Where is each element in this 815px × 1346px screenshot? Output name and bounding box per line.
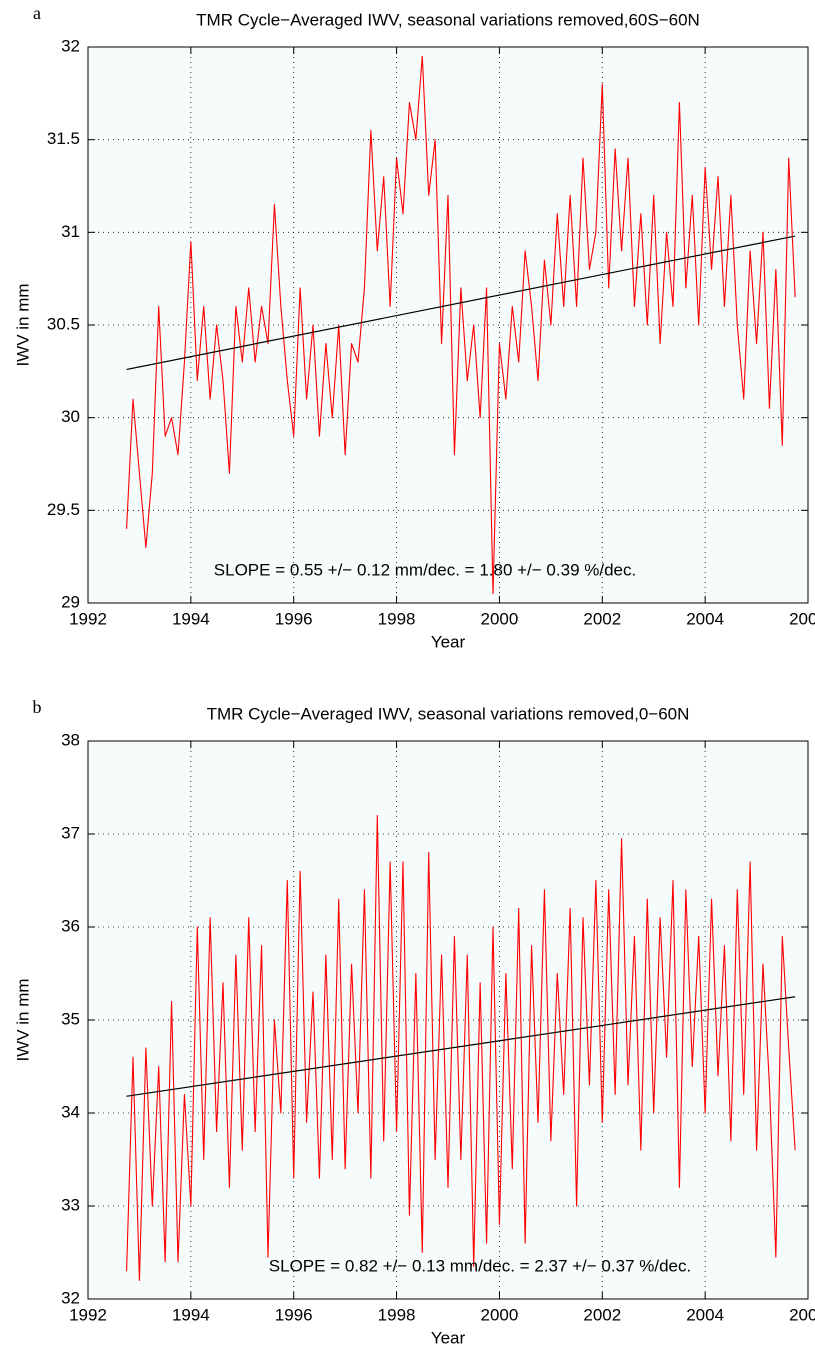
- x-tick-label: 1996: [275, 1305, 313, 1324]
- x-tick-label: 1998: [378, 609, 416, 628]
- y-axis-label: IWV in mm: [13, 978, 32, 1061]
- x-tick-label: 1992: [69, 1305, 107, 1324]
- data-line: [126, 55, 796, 595]
- trend-line: [126, 996, 796, 1097]
- y-tick-label: 38: [61, 730, 80, 749]
- y-tick-label: 37: [61, 823, 80, 842]
- y-tick-label: 31.5: [47, 129, 80, 148]
- slope-annotation: SLOPE = 0.55 +/− 0.12 mm/dec. = 1.80 +/−…: [214, 560, 636, 579]
- chart-title: TMR Cycle−Averaged IWV, seasonal variati…: [207, 704, 690, 723]
- y-tick-label: 32: [61, 1288, 80, 1307]
- y-tick-label: 29: [61, 592, 80, 611]
- plot-frame: [87, 740, 809, 1300]
- x-tick-label: 2004: [686, 609, 724, 628]
- chart-title: TMR Cycle−Averaged IWV, seasonal variati…: [196, 10, 700, 29]
- x-tick-label: 2004: [686, 1305, 724, 1324]
- y-tick-label: 30.5: [47, 314, 80, 333]
- x-tick-label: 1996: [275, 609, 313, 628]
- x-tick-label: 2002: [583, 1305, 621, 1324]
- y-tick-label: 33: [61, 1195, 80, 1214]
- x-tick-label: 2000: [481, 1305, 519, 1324]
- x-tick-label: 2006: [789, 1305, 815, 1324]
- x-tick-label: 1994: [172, 609, 210, 628]
- y-axis-label: IWV in mm: [13, 283, 32, 366]
- x-tick-label: 2000: [481, 609, 519, 628]
- x-tick-label: 2006: [789, 609, 815, 628]
- x-tick-label: 1992: [69, 609, 107, 628]
- y-tick-label: 35: [61, 1009, 80, 1028]
- x-axis-label: Year: [431, 1328, 466, 1346]
- y-tick-label: 34: [61, 1102, 80, 1121]
- x-tick-label: 1994: [172, 1305, 210, 1324]
- y-tick-label: 29.5: [47, 500, 80, 519]
- y-tick-label: 36: [61, 916, 80, 935]
- x-tick-label: 1998: [378, 1305, 416, 1324]
- panel-label: a: [33, 3, 41, 23]
- plot-frame: [87, 46, 809, 604]
- panel-label: b: [33, 697, 42, 717]
- x-axis-label: Year: [431, 632, 466, 651]
- slope-annotation: SLOPE = 0.82 +/− 0.13 mm/dec. = 2.37 +/−…: [269, 1256, 691, 1275]
- trend-line: [126, 235, 796, 371]
- x-tick-label: 2002: [583, 609, 621, 628]
- y-tick-label: 31: [61, 222, 80, 241]
- y-tick-label: 30: [61, 407, 80, 426]
- y-tick-label: 32: [61, 36, 80, 55]
- data-line: [126, 814, 796, 1281]
